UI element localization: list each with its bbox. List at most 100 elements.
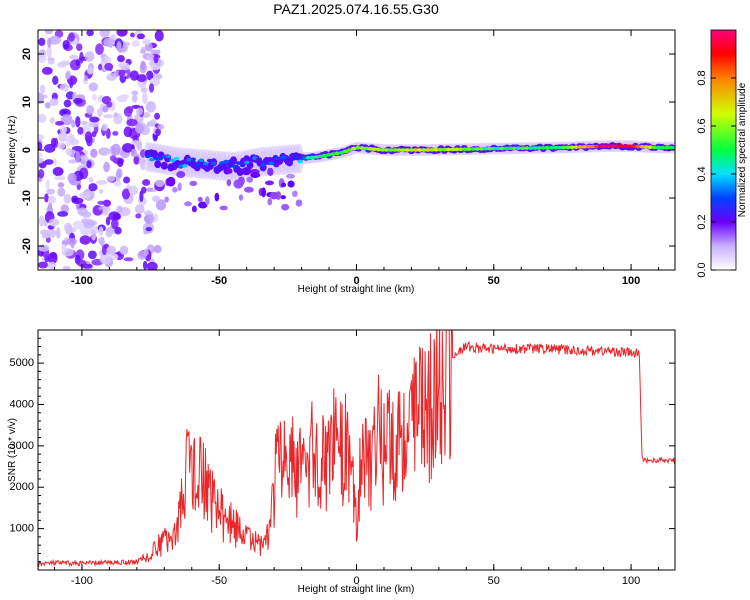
noise-blob xyxy=(128,185,139,196)
side-blob xyxy=(176,170,186,179)
side-blob xyxy=(287,180,295,188)
spectrogram-y-tick-label: 0 xyxy=(21,147,33,153)
noise-blob xyxy=(57,187,66,197)
noise-blob xyxy=(99,30,111,38)
noise-blob xyxy=(88,176,94,184)
signal-core xyxy=(186,157,192,162)
noise-blob xyxy=(129,70,139,81)
signal-core xyxy=(425,148,431,152)
noise-blob xyxy=(95,179,108,185)
noise-blob xyxy=(67,172,77,184)
noise-blob xyxy=(59,125,68,134)
noise-blob xyxy=(116,41,122,53)
noise-blob xyxy=(80,155,89,162)
side-blob xyxy=(226,179,232,187)
spectrogram-x-tick-label: 100 xyxy=(622,275,640,287)
noise-blob xyxy=(49,98,59,106)
signal-core xyxy=(478,147,485,151)
noise-blob xyxy=(71,195,79,203)
noise-blob xyxy=(135,213,142,219)
snr-y-tick-label: 4000 xyxy=(10,398,34,410)
signal-core xyxy=(371,147,378,151)
noise-blob xyxy=(49,35,61,45)
noise-blob xyxy=(98,188,104,194)
spectrogram-y-tick-label: 20 xyxy=(21,48,33,60)
signal-core xyxy=(602,144,608,148)
noise-blob xyxy=(90,148,98,158)
side-blob xyxy=(219,205,228,211)
side-blob xyxy=(226,168,233,174)
signal-core xyxy=(672,145,675,150)
noise-blob xyxy=(38,152,43,158)
snr-panel: -100 -50 0 50 100 1000 2000 3000 4000 5000 Heigh… xyxy=(7,329,676,595)
noise-blob xyxy=(146,261,158,270)
noise-blob xyxy=(55,227,61,239)
signal-core xyxy=(519,146,526,150)
noise-blob xyxy=(105,226,113,238)
side-blob xyxy=(243,186,254,193)
signal-core xyxy=(486,146,493,151)
noise-blob xyxy=(102,105,109,113)
signal-core xyxy=(532,146,538,150)
signal-core xyxy=(210,161,217,166)
noise-blob xyxy=(122,142,134,153)
noise-blob xyxy=(104,62,114,71)
colorbar-tick-label: 0.4 xyxy=(696,166,708,181)
noise-blob xyxy=(55,120,65,126)
signal-core xyxy=(449,147,456,152)
signal-core xyxy=(589,144,596,149)
noise-blob xyxy=(86,105,95,115)
noise-blob xyxy=(46,46,53,59)
noise-blob xyxy=(113,112,118,118)
noise-blob xyxy=(123,176,131,184)
snr-x-tick-label: -50 xyxy=(211,575,227,587)
noise-blob xyxy=(63,99,72,108)
noise-blob xyxy=(69,76,74,89)
side-blob xyxy=(295,199,303,207)
signal-core xyxy=(165,154,172,159)
signal-core xyxy=(219,161,225,165)
side-blob xyxy=(166,176,176,187)
signal-core xyxy=(198,158,205,163)
signal-core xyxy=(523,146,530,150)
side-blob xyxy=(197,201,208,209)
noise-blob xyxy=(136,74,147,83)
noise-blob xyxy=(47,59,55,65)
noise-blob xyxy=(113,180,122,187)
signal-core xyxy=(293,155,299,159)
snr-x-tick-label: 0 xyxy=(353,575,359,587)
signal-core xyxy=(643,145,649,149)
side-blob xyxy=(267,197,273,206)
signal-core xyxy=(429,148,435,152)
signal-core xyxy=(243,160,250,165)
noise-blob xyxy=(98,236,105,246)
signal-core xyxy=(355,145,361,150)
noise-blob xyxy=(123,126,133,138)
noise-blob xyxy=(154,30,164,42)
spectrogram-y-ticks: -20 -10 0 10 20 xyxy=(21,48,675,254)
noise-blob xyxy=(84,51,95,62)
noise-blob xyxy=(86,30,94,37)
signal-core xyxy=(552,145,559,150)
signal-core xyxy=(268,161,275,165)
noise-blob xyxy=(105,128,111,139)
noise-blob xyxy=(87,250,97,260)
signal-core xyxy=(474,147,481,151)
signal-core xyxy=(635,144,641,149)
noise-blob xyxy=(76,259,87,267)
noise-blob xyxy=(38,52,47,64)
signal-core xyxy=(544,146,551,150)
noise-blob xyxy=(53,137,59,148)
noise-blob xyxy=(148,83,155,93)
noise-blob xyxy=(45,179,50,191)
noise-blob xyxy=(65,72,70,80)
noise-blob xyxy=(59,60,71,66)
side-blob xyxy=(280,195,286,200)
signal-core xyxy=(256,157,262,161)
noise-blob xyxy=(57,211,69,217)
signal-core xyxy=(346,148,353,152)
signal-core xyxy=(618,144,625,148)
signal-core xyxy=(585,144,592,149)
noise-blob xyxy=(44,193,49,203)
